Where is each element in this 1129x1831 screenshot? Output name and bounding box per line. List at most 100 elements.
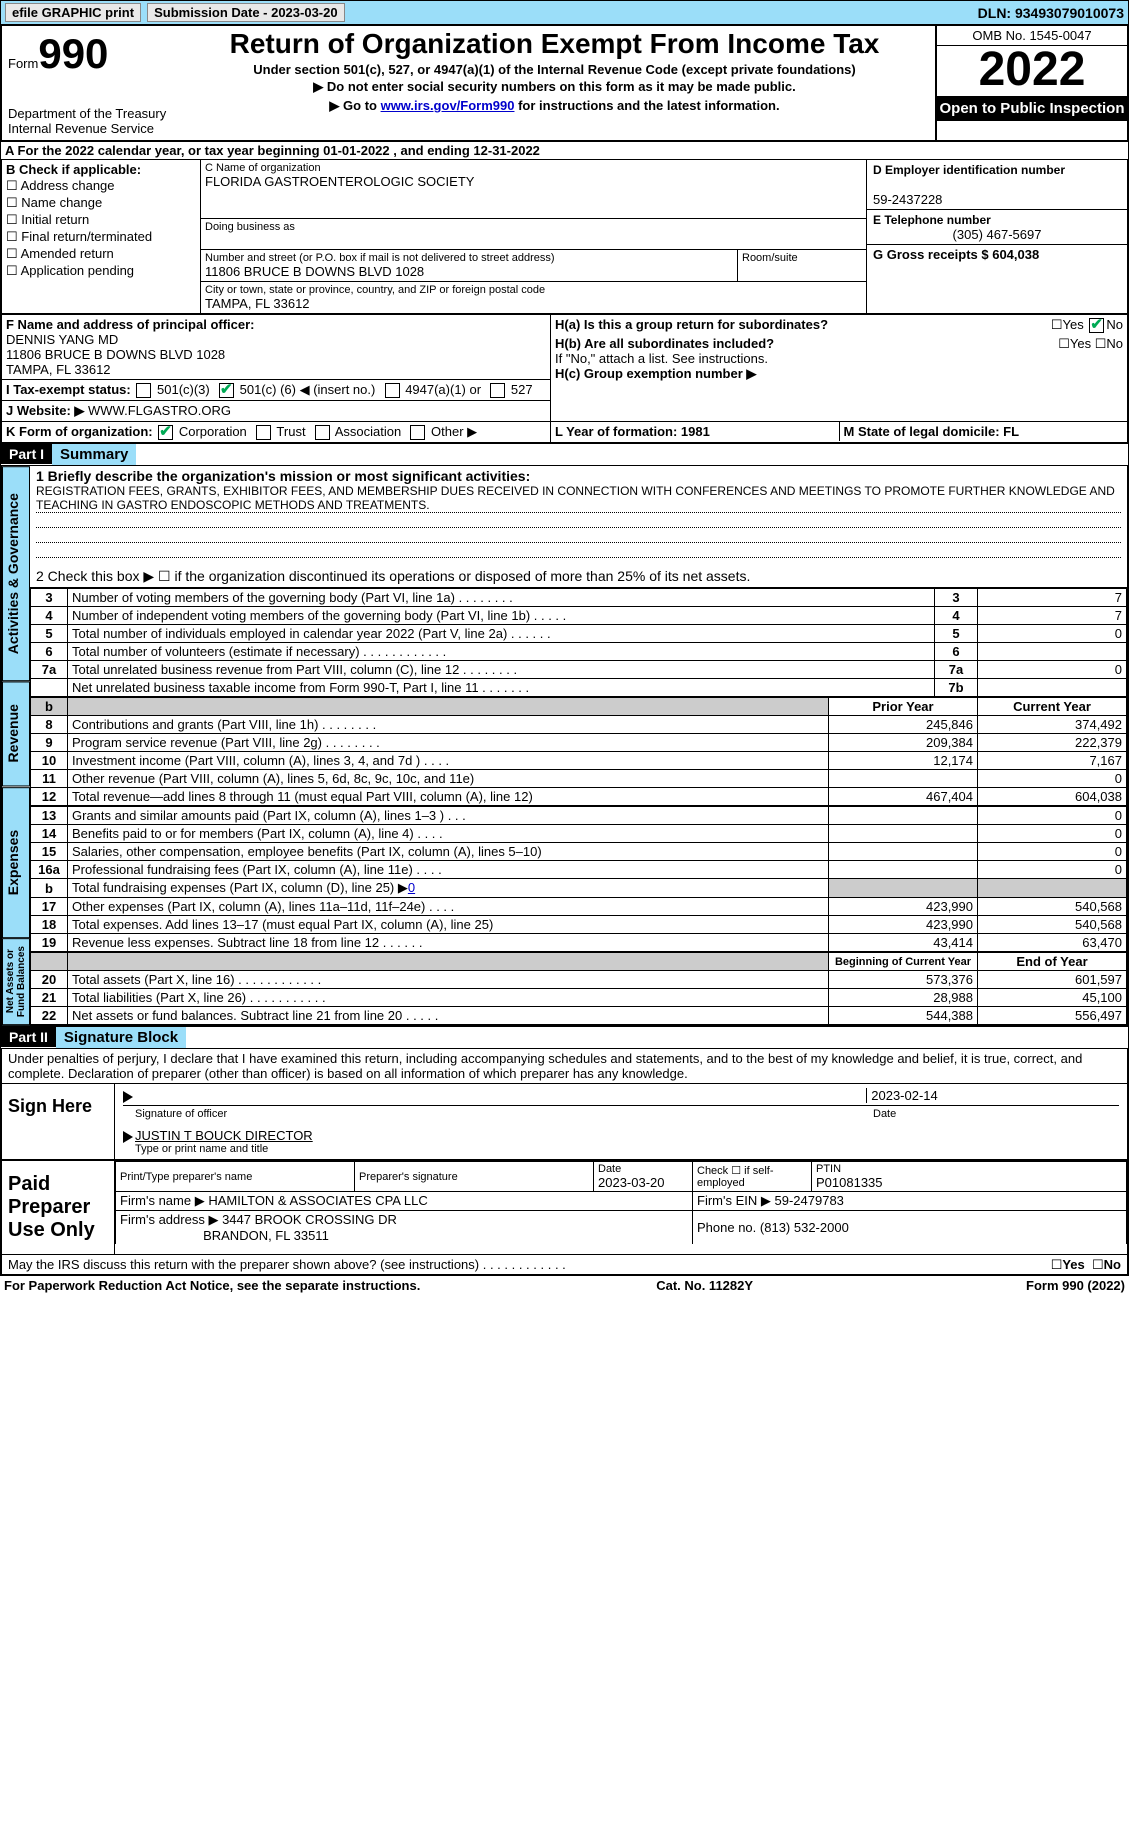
- part2-label: Part II: [1, 1027, 56, 1047]
- col-d: D Employer identification number 59-2437…: [866, 160, 1127, 313]
- submission-date: Submission Date - 2023-03-20: [147, 3, 345, 22]
- exp-table: 13Grants and similar amounts paid (Part …: [30, 806, 1127, 952]
- declaration: Under penalties of perjury, I declare th…: [2, 1049, 1127, 1084]
- m-state: M State of legal domicile: FL: [844, 424, 1020, 439]
- part1-title: Summary: [52, 444, 136, 465]
- part1-label: Part I: [1, 444, 52, 464]
- i-501c3-chk[interactable]: [136, 383, 151, 398]
- chk-final[interactable]: ☐ Final return/terminated: [6, 229, 196, 245]
- firm-name: HAMILTON & ASSOCIATES CPA LLC: [208, 1193, 427, 1208]
- c-name-label: C Name of organization: [205, 162, 862, 174]
- tel-label: E Telephone number: [873, 213, 991, 227]
- gross-receipts: G Gross receipts $ 604,038: [873, 247, 1039, 262]
- form-number: 990: [38, 30, 108, 77]
- tab-netassets: Net Assets or Fund Balances: [2, 938, 30, 1025]
- preparer-table: Print/Type preparer's name Preparer's si…: [115, 1161, 1127, 1244]
- arrow-icon: [123, 1091, 133, 1103]
- chk-pending[interactable]: ☐ Application pending: [6, 263, 196, 279]
- form-title: Return of Organization Exempt From Incom…: [180, 28, 929, 60]
- self-emp-chk[interactable]: Check ☐ if self-employed: [693, 1162, 812, 1192]
- chk-name[interactable]: ☐ Name change: [6, 195, 196, 211]
- k-corp-chk[interactable]: [158, 425, 173, 440]
- chk-initial[interactable]: ☐ Initial return: [6, 212, 196, 228]
- i-label: I Tax-exempt status:: [6, 382, 131, 397]
- officer-addr1: 11806 BRUCE B DOWNS BLVD 1028: [6, 347, 225, 362]
- street-label: Number and street (or P.O. box if mail i…: [205, 252, 733, 264]
- signature-section: Under penalties of perjury, I declare th…: [0, 1049, 1129, 1276]
- summary-section: Activities & Governance Revenue Expenses…: [0, 466, 1129, 1027]
- city: TAMPA, FL 33612: [205, 296, 310, 311]
- paid-preparer-label: Paid Preparer Use Only: [2, 1161, 115, 1254]
- officer-name: DENNIS YANG MD: [6, 332, 118, 347]
- paperwork-notice: For Paperwork Reduction Act Notice, see …: [4, 1278, 565, 1293]
- fhij-table: F Name and address of principal officer:…: [0, 314, 1129, 444]
- form-header: Form990 Department of the Treasury Inter…: [0, 25, 1129, 142]
- col-b: B Check if applicable: ☐ Address change …: [2, 160, 201, 313]
- firm-ein: 59-2479783: [775, 1193, 844, 1208]
- date-label: Date: [873, 1108, 1119, 1120]
- chk-address[interactable]: ☐ Address change: [6, 178, 196, 194]
- part2-title: Signature Block: [56, 1027, 186, 1048]
- subtitle-2: ▶ Do not enter social security numbers o…: [180, 79, 929, 95]
- i-501c-chk[interactable]: [219, 383, 234, 398]
- k-label: K Form of organization:: [6, 424, 153, 439]
- sig-officer-label: Signature of officer: [123, 1108, 873, 1120]
- city-label: City or town, state or province, country…: [205, 284, 862, 296]
- l2-text: 2 Check this box ▶ ☐ if the organization…: [36, 568, 1121, 585]
- hc-label: H(c) Group exemption number ▶: [555, 366, 756, 381]
- dept-treasury: Department of the Treasury: [8, 106, 168, 121]
- k-other-chk[interactable]: [410, 425, 425, 440]
- street: 11806 BRUCE B DOWNS BLVD 1028: [205, 264, 424, 279]
- ein: 59-2437228: [873, 192, 942, 207]
- telephone: (305) 467-5697: [873, 227, 1121, 242]
- officer-addr2: TAMPA, FL 33612: [6, 362, 111, 377]
- rev-table: bPrior YearCurrent Year 8Contributions a…: [30, 697, 1127, 806]
- efile-btn[interactable]: efile GRAPHIC print: [5, 3, 141, 22]
- sig-date: 2023-02-14: [866, 1088, 1119, 1103]
- chk-amended[interactable]: ☐ Amended return: [6, 246, 196, 262]
- tax-year: 2022: [937, 46, 1127, 96]
- mission-text: REGISTRATION FEES, GRANTS, EXHIBITOR FEE…: [36, 484, 1121, 513]
- firm-addr: 3447 BROOK CROSSING DR: [222, 1212, 397, 1227]
- part1-header: Part ISummary: [0, 444, 1129, 466]
- l-year: L Year of formation: 1981: [555, 424, 710, 439]
- officer-print-name: JUSTIN T BOUCK DIRECTOR: [135, 1128, 313, 1143]
- room-label: Room/suite: [742, 252, 862, 264]
- section-bcd: B Check if applicable: ☐ Address change …: [0, 160, 1129, 314]
- ha-label: H(a) Is this a group return for subordin…: [555, 317, 828, 332]
- website: WWW.FLGASTRO.ORG: [84, 403, 231, 418]
- k-trust-chk[interactable]: [256, 425, 271, 440]
- irs-label: Internal Revenue Service: [8, 121, 168, 136]
- net-table: Beginning of Current YearEnd of Year 20T…: [30, 952, 1127, 1025]
- i-527-chk[interactable]: [490, 383, 505, 398]
- ptin: P01081335: [816, 1175, 883, 1190]
- ha-no-chk[interactable]: [1089, 318, 1104, 333]
- irs-link[interactable]: www.irs.gov/Form990: [381, 98, 515, 113]
- tab-revenue: Revenue: [2, 681, 30, 786]
- form-footer: Form 990 (2022): [845, 1278, 1125, 1293]
- col-cy: Current Year: [978, 698, 1127, 716]
- k-assoc-chk[interactable]: [315, 425, 330, 440]
- dba-label: Doing business as: [205, 221, 862, 233]
- sign-here-label: Sign Here: [2, 1084, 115, 1159]
- l1-label: 1 Briefly describe the organization's mi…: [36, 468, 530, 484]
- f-label: F Name and address of principal officer:: [6, 317, 255, 332]
- firm-phone: (813) 532-2000: [760, 1220, 849, 1235]
- i-4947-chk[interactable]: [385, 383, 400, 398]
- org-name: FLORIDA GASTROENTEROLOGIC SOCIETY: [205, 174, 474, 189]
- arrow-icon: [123, 1131, 133, 1143]
- may-discuss: May the IRS discuss this return with the…: [2, 1255, 1127, 1274]
- tab-expenses: Expenses: [2, 787, 30, 938]
- col-eoy: End of Year: [978, 953, 1127, 971]
- dln: DLN: 93493079010073: [978, 5, 1124, 21]
- hb-label: H(b) Are all subordinates included?: [555, 336, 774, 351]
- tab-activities: Activities & Governance: [2, 466, 30, 681]
- col-boy: Beginning of Current Year: [829, 953, 978, 971]
- open-public: Open to Public Inspection: [937, 96, 1127, 121]
- row-a: A For the 2022 calendar year, or tax yea…: [0, 142, 1129, 160]
- col-py: Prior Year: [829, 698, 978, 716]
- ein-label: D Employer identification number: [873, 163, 1065, 177]
- hb-note: If "No," attach a list. See instructions…: [555, 351, 1123, 366]
- cat-no: Cat. No. 11282Y: [565, 1278, 845, 1293]
- part2-header: Part IISignature Block: [0, 1027, 1129, 1049]
